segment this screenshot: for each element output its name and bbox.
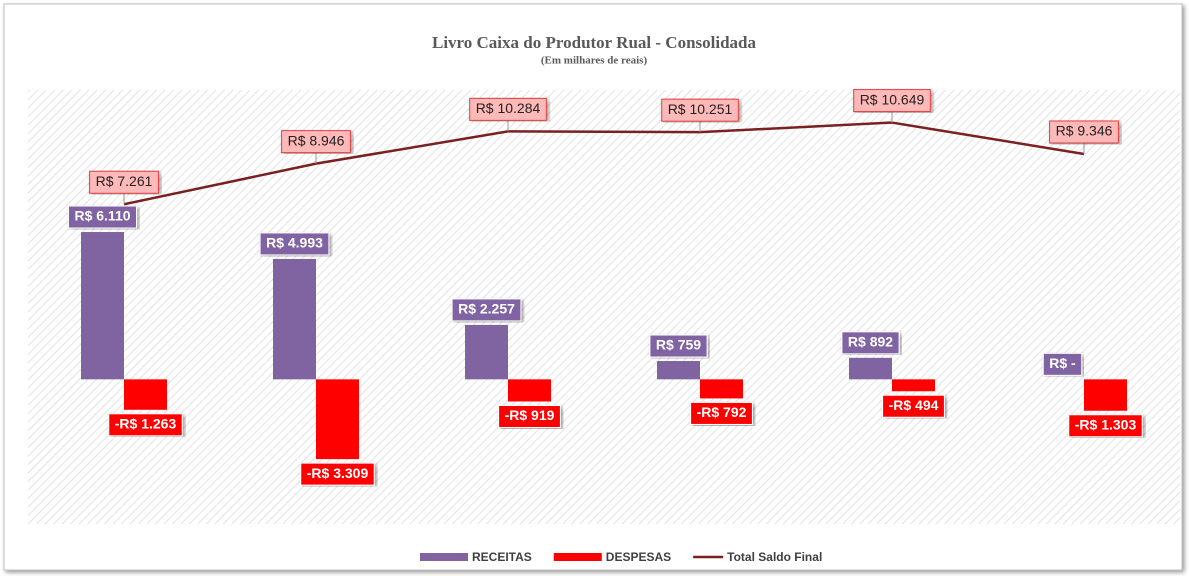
chart-subtitle: (Em milhares de reais) bbox=[541, 55, 648, 67]
data-label: R$ 10.284 bbox=[476, 100, 541, 116]
bar bbox=[700, 379, 743, 399]
data-label: -R$ 792 bbox=[690, 401, 753, 425]
data-label: R$ 6.110 bbox=[67, 205, 138, 229]
data-label: R$ 7.261 bbox=[96, 173, 153, 189]
data-label-box bbox=[259, 232, 330, 256]
legend-label: DESPESAS bbox=[606, 550, 671, 564]
data-label-box bbox=[451, 298, 522, 322]
data-label: R$ 7.261 bbox=[89, 170, 159, 194]
data-label-box bbox=[89, 170, 159, 194]
data-label: R$ 4.993 bbox=[259, 232, 330, 256]
data-label-box bbox=[1049, 120, 1119, 144]
bar bbox=[1084, 379, 1127, 411]
bar bbox=[316, 379, 359, 460]
data-label: -R$ 494 bbox=[889, 397, 939, 413]
data-label: R$ 2.257 bbox=[458, 301, 515, 317]
bar bbox=[892, 379, 935, 392]
legend-item: DESPESAS bbox=[553, 550, 671, 564]
bar bbox=[465, 324, 508, 380]
data-label-box bbox=[108, 413, 183, 437]
data-label-box bbox=[690, 401, 753, 425]
data-label: R$ 10.251 bbox=[661, 98, 739, 122]
data-label: -R$ 919 bbox=[498, 404, 561, 428]
bar bbox=[657, 361, 700, 380]
data-label-box bbox=[1042, 352, 1083, 376]
line bbox=[123, 121, 1085, 206]
plot-area bbox=[28, 90, 1180, 524]
data-label: R$ - bbox=[1042, 352, 1083, 376]
data-label-box bbox=[841, 331, 900, 355]
data-label: R$ 759 bbox=[649, 334, 708, 358]
data-label: -R$ 3.309 bbox=[300, 462, 375, 486]
data-label: R$ 9.346 bbox=[1049, 120, 1119, 144]
data-label: R$ 892 bbox=[848, 334, 893, 350]
data-label: -R$ 1.263 bbox=[108, 413, 183, 437]
data-label: R$ - bbox=[1049, 355, 1076, 371]
data-label: -R$ 494 bbox=[882, 394, 945, 418]
legend-swatch bbox=[420, 553, 468, 561]
legend-item: Total Saldo Final bbox=[693, 550, 822, 564]
bar bbox=[849, 357, 892, 380]
data-label: R$ 4.993 bbox=[266, 235, 323, 251]
data-label: R$ 2.257 bbox=[451, 298, 522, 322]
data-label: R$ 9.346 bbox=[1056, 123, 1113, 139]
data-label-box bbox=[853, 89, 931, 113]
data-label: R$ 8.946 bbox=[281, 130, 351, 154]
legend-swatch bbox=[553, 553, 602, 561]
data-label-box bbox=[882, 394, 945, 418]
data-label-box bbox=[649, 334, 708, 358]
data-label-box bbox=[661, 98, 739, 122]
data-label: R$ 10.649 bbox=[860, 91, 925, 107]
data-label-box bbox=[67, 205, 138, 229]
data-label: -R$ 1.303 bbox=[1075, 416, 1137, 432]
legend-label: Total Saldo Final bbox=[727, 550, 822, 564]
data-label-box bbox=[281, 130, 351, 154]
data-label: R$ 10.649 bbox=[853, 89, 931, 113]
data-label-box bbox=[498, 404, 561, 428]
data-label: -R$ 792 bbox=[697, 404, 747, 420]
data-label-box bbox=[300, 462, 375, 486]
bar bbox=[273, 258, 316, 380]
data-label: -R$ 1.303 bbox=[1068, 414, 1143, 438]
legend-item: RECEITAS bbox=[420, 550, 532, 564]
data-label: R$ 6.110 bbox=[74, 208, 130, 224]
data-label-box bbox=[1068, 414, 1143, 438]
data-label: R$ 10.284 bbox=[469, 97, 547, 121]
legend-label: RECEITAS bbox=[472, 550, 532, 564]
data-label: R$ 759 bbox=[656, 337, 701, 353]
data-label: R$ 892 bbox=[841, 331, 900, 355]
bar bbox=[508, 379, 551, 402]
data-label: -R$ 919 bbox=[505, 407, 555, 423]
bar bbox=[124, 379, 167, 410]
data-label: R$ 8.946 bbox=[288, 132, 345, 148]
data-label: -R$ 3.309 bbox=[307, 465, 369, 481]
data-label: R$ 10.251 bbox=[668, 101, 733, 117]
data-label-box bbox=[469, 97, 547, 121]
chart-title: Livro Caixa do Produtor Rual - Consolida… bbox=[432, 33, 757, 52]
data-label: -R$ 1.263 bbox=[115, 415, 177, 431]
bar bbox=[81, 232, 124, 380]
